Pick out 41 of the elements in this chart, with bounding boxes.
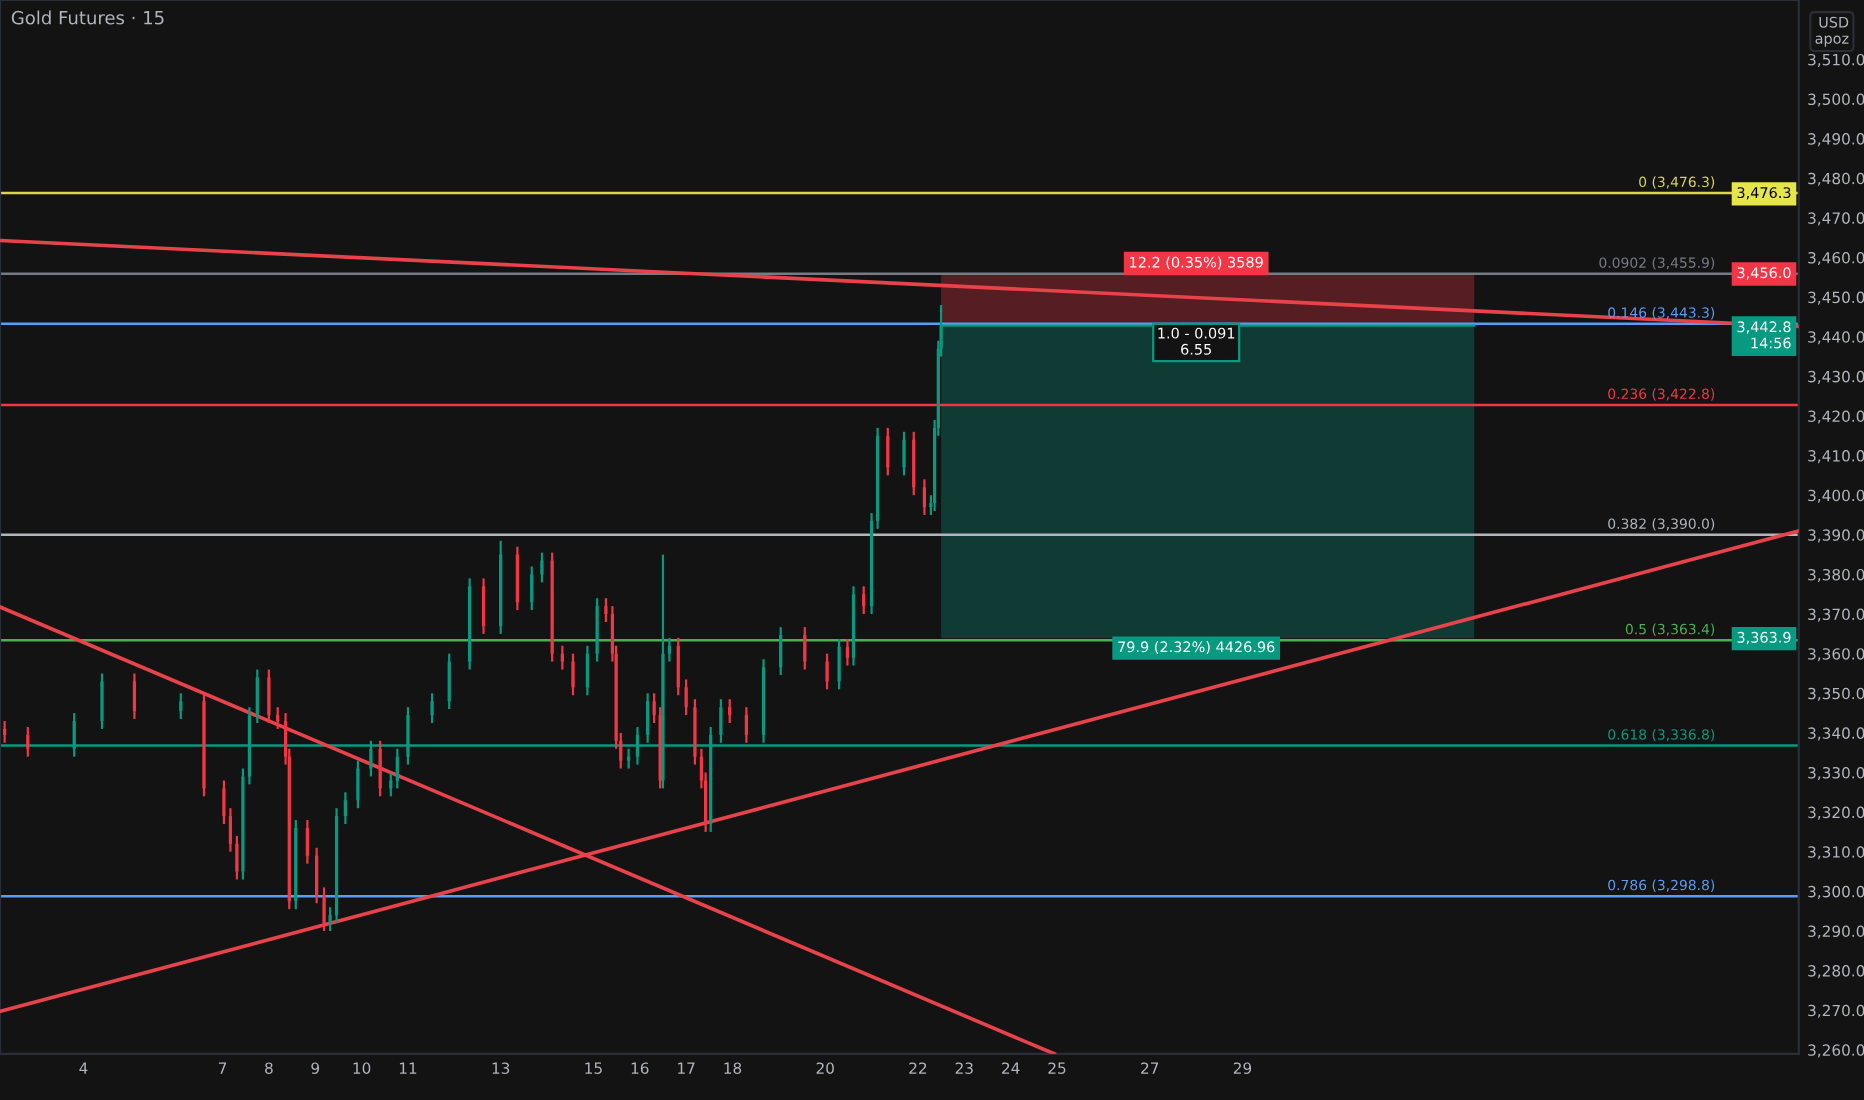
- candlestick: [886, 426, 890, 477]
- candlestick: [343, 791, 347, 826]
- candlestick: [560, 644, 564, 671]
- candlestick: [515, 545, 519, 612]
- candlestick: [779, 626, 783, 677]
- candlestick: [315, 846, 319, 905]
- candlestick: [845, 637, 850, 667]
- candlestick: [803, 626, 807, 671]
- candlestick: [430, 692, 434, 725]
- candlestick: [540, 551, 544, 584]
- chart-title: Gold Futures · 15: [11, 10, 164, 25]
- candlestick: [585, 644, 589, 697]
- candlestick: [481, 577, 486, 635]
- candlestick: [825, 652, 829, 691]
- candlestick: [276, 706, 280, 731]
- candlestick: [571, 652, 575, 697]
- candlestick: [267, 668, 271, 725]
- candlestick: [862, 585, 866, 616]
- candlestick: [922, 478, 927, 517]
- candlestick: [202, 692, 206, 798]
- candlestick: [744, 706, 749, 744]
- candlestick: [305, 818, 309, 865]
- candlestick: [676, 636, 680, 697]
- candlestick: [530, 565, 534, 612]
- candlestick: [356, 759, 360, 810]
- candlestick: [912, 430, 916, 497]
- candlestick: [378, 739, 382, 798]
- candlestick: [902, 430, 906, 477]
- candlestick: [100, 672, 104, 731]
- candlestick: [3, 719, 7, 744]
- candlestick: [389, 771, 393, 798]
- candlestick: [26, 725, 30, 758]
- candlestick: [728, 698, 732, 725]
- candlestick: [447, 652, 451, 711]
- candlestick: [255, 668, 259, 725]
- candlestick: [322, 886, 326, 933]
- candlestick: [132, 672, 137, 721]
- candlestick: [684, 678, 688, 717]
- candlestick: [179, 692, 183, 721]
- candlestick: [837, 637, 841, 691]
- candlestick: [595, 597, 599, 663]
